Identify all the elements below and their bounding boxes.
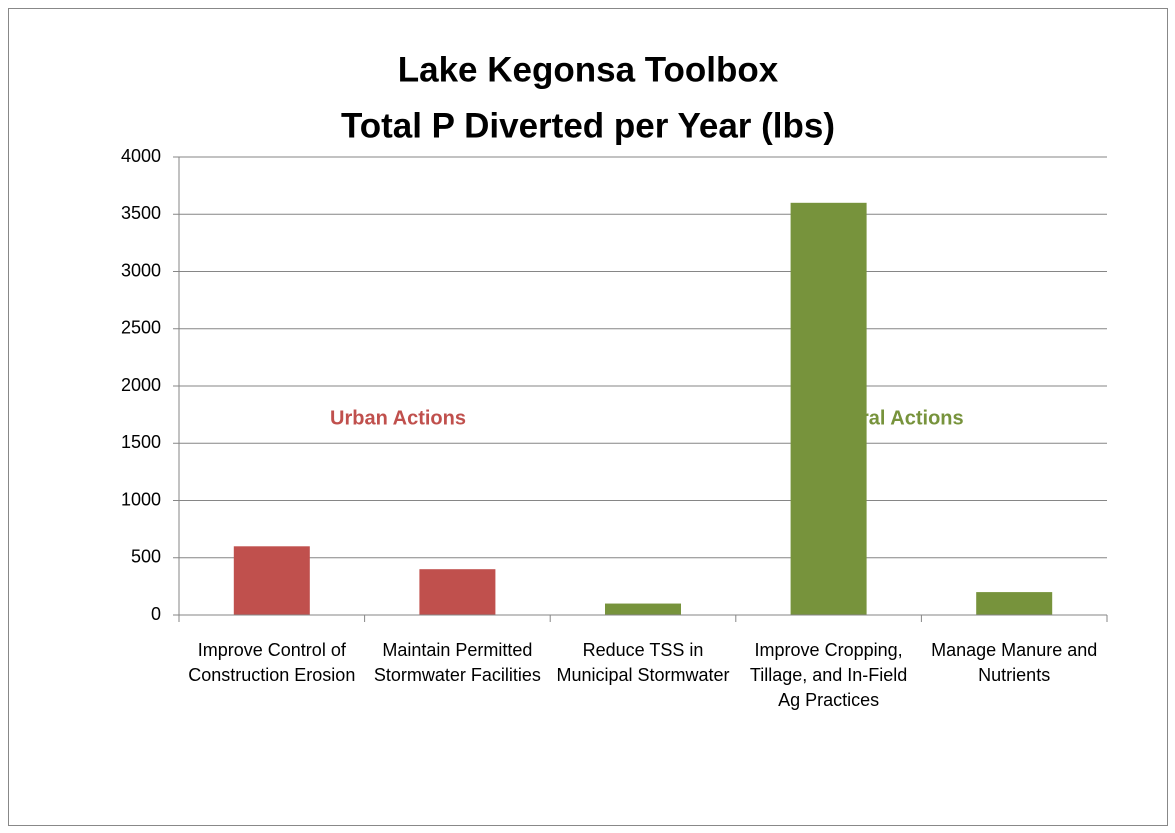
x-tick-label: Improve Cropping, Tillage, and In-Field … bbox=[749, 640, 908, 710]
y-tick-label: 2500 bbox=[121, 318, 161, 338]
chart-title: Lake Kegonsa Toolbox bbox=[398, 50, 779, 89]
bar bbox=[605, 603, 681, 615]
bar bbox=[419, 569, 496, 615]
y-tick-label: 3500 bbox=[121, 203, 161, 223]
y-tick-label: 2000 bbox=[121, 375, 161, 395]
y-tick-label: 3000 bbox=[121, 260, 161, 280]
y-tick-label: 0 bbox=[151, 604, 161, 624]
bar bbox=[233, 546, 310, 615]
chart-border bbox=[8, 8, 1168, 826]
y-tick-label: 500 bbox=[131, 547, 161, 567]
x-tick-label: Manage Manure and Nutrients bbox=[931, 640, 1098, 685]
annotation: Urban Actions bbox=[330, 407, 466, 429]
annotation: Rural Actions bbox=[834, 407, 963, 429]
x-tick-label: Reduce TSS in Municipal Stormwater bbox=[556, 640, 730, 685]
x-tick-label: Improve Control of Construction Erosion bbox=[188, 640, 356, 685]
bar bbox=[976, 592, 1053, 615]
bar bbox=[790, 202, 867, 616]
y-tick-label: 4000 bbox=[121, 146, 161, 166]
y-tick-label: 1000 bbox=[121, 489, 161, 509]
y-tick-label: 1500 bbox=[121, 432, 161, 452]
chart-title: Total P Diverted per Year (lbs) bbox=[341, 106, 835, 145]
x-tick-label: Maintain Permitted Stormwater Facilities bbox=[373, 640, 541, 685]
